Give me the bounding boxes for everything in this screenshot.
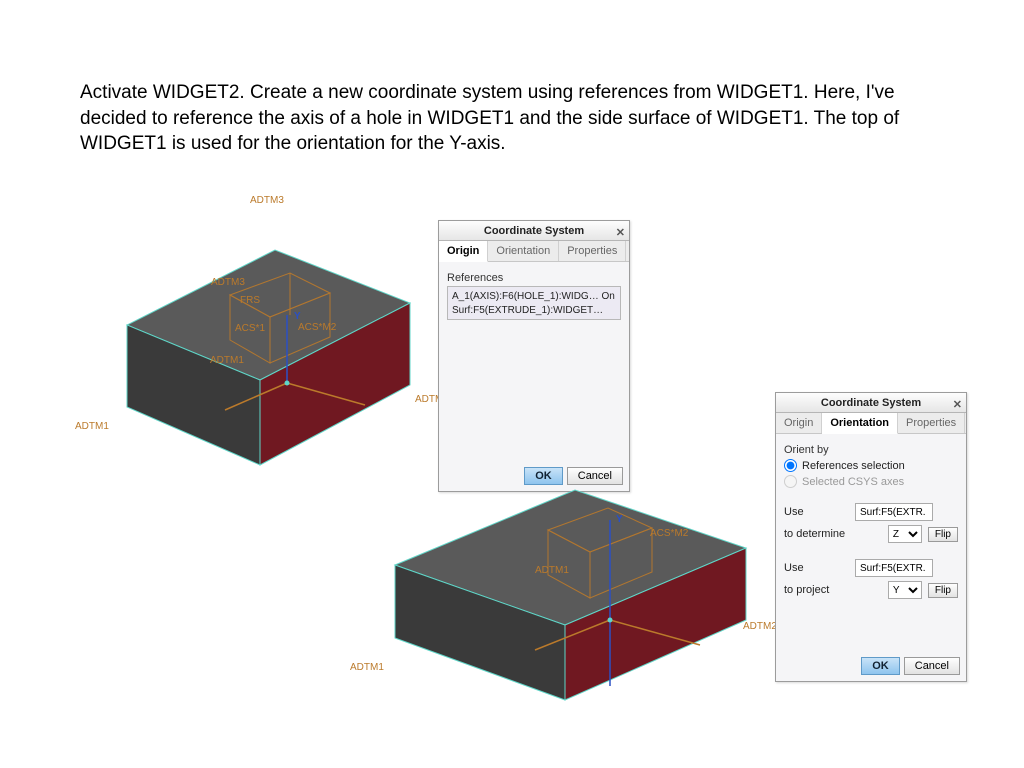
use-label-2: Use [784,562,849,574]
reference-item[interactable]: Surf:F5(EXTRUDE_1):WIDGET… On [452,304,616,321]
close-icon[interactable]: ✕ [953,395,962,415]
datum-label: FRS [240,295,260,306]
tab-orientation[interactable]: Orientation [488,241,559,261]
close-icon[interactable]: ✕ [616,223,625,243]
datum-label: ACS*M2 [298,322,336,333]
cad-scene-2: ADTM1 ADTM2 ACS*M2 ADTM1 Y [340,460,760,720]
coord-system-dialog-orientation: Coordinate System ✕ Origin Orientation P… [775,392,967,682]
radio-selected-csys-axes[interactable]: Selected CSYS axes [784,475,958,488]
instruction-text: Activate WIDGET2. Create a new coordinat… [80,80,944,157]
axis-label-y: Y [294,311,301,322]
datum-label: ACS*1 [235,323,265,334]
cancel-button[interactable]: Cancel [904,657,960,675]
dialog-title: Coordinate System [821,397,921,409]
use-reference-2[interactable] [855,559,933,577]
use-label: Use [784,506,849,518]
use-reference-1[interactable] [855,503,933,521]
datum-label: ADTM3 [211,277,245,288]
tab-properties[interactable]: Properties [898,413,965,433]
reference-item[interactable]: A_1(AXIS):F6(HOLE_1):WIDG… On [452,290,616,304]
radio-input [784,475,797,488]
tab-properties[interactable]: Properties [559,241,626,261]
radio-label: Selected CSYS axes [802,476,904,488]
project-label: to project [784,584,849,596]
coord-system-dialog-origin: Coordinate System ✕ Origin Orientation P… [438,220,630,492]
datum-label: ADTM1 [535,565,569,576]
dialog-tabs: Origin Orientation Properties [776,413,966,434]
tab-origin[interactable]: Origin [776,413,822,433]
flip-button-1[interactable]: Flip [928,527,958,542]
cad-scene-1: ADTM3 ADTM1 ADTM2 ADTM3 FRS ACS*1 ACS*M2… [75,195,435,495]
dialog-titlebar: Coordinate System ✕ [439,221,629,241]
radio-input[interactable] [784,459,797,472]
tab-orientation[interactable]: Orientation [822,413,898,434]
radio-label: References selection [802,460,905,472]
ok-button[interactable]: OK [861,657,900,675]
axis-select-1[interactable]: Z [888,525,922,543]
tab-origin[interactable]: Origin [439,241,488,262]
datum-label: ADTM2 [743,621,777,632]
axis-label-y: Y [616,514,623,525]
isometric-box-2 [340,460,770,720]
dialog-tabs: Origin Orientation Properties [439,241,629,262]
axis-select-2[interactable]: Y [888,581,922,599]
isometric-box-1 [75,195,435,495]
dialog-titlebar: Coordinate System ✕ [776,393,966,413]
datum-label: ACS*M2 [650,528,688,539]
references-label: References [447,272,621,284]
datum-label: ADTM1 [210,355,244,366]
radio-references-selection[interactable]: References selection [784,459,958,472]
flip-button-2[interactable]: Flip [928,583,958,598]
orient-by-label: Orient by [784,444,958,456]
datum-label: ADTM1 [75,421,109,432]
datum-label: ADTM1 [350,662,384,673]
determine-label: to determine [784,528,849,540]
datum-label: ADTM3 [250,195,284,206]
references-list[interactable]: A_1(AXIS):F6(HOLE_1):WIDG… On Surf:F5(EX… [447,286,621,320]
dialog-title: Coordinate System [484,225,584,237]
